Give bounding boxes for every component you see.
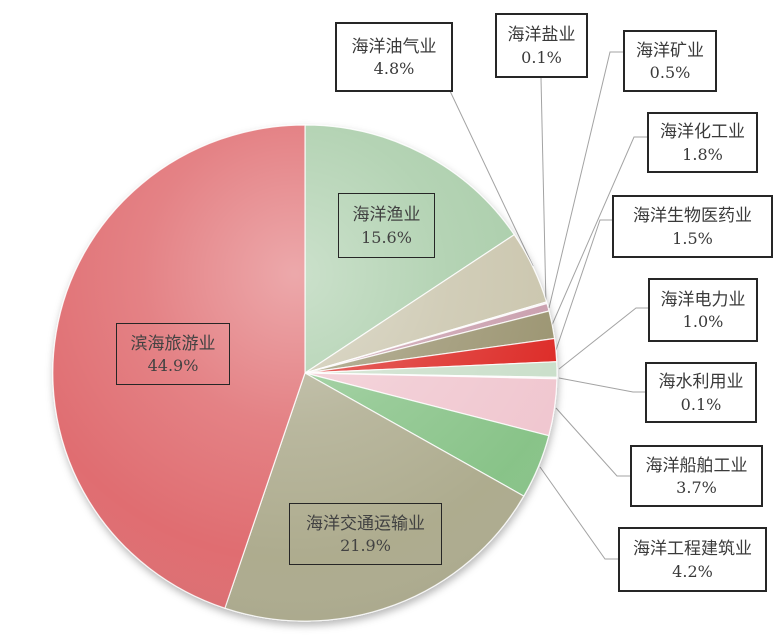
- slice-value: 21.9%: [340, 536, 391, 556]
- slice-value: 0.5%: [649, 63, 691, 83]
- slice-label: 海洋船舶工业: [645, 455, 748, 476]
- slice-value: 1.8%: [682, 144, 723, 164]
- slice-label: 海洋交通运输业: [306, 513, 425, 534]
- leader-line-6: [558, 307, 648, 370]
- slice-label: 海洋工程建筑业: [633, 539, 752, 560]
- callout-offshore-oil-gas: 海洋油气业 4.8%: [335, 22, 453, 92]
- callout-marine-electric-power: 海洋电力业 1.0%: [648, 278, 758, 342]
- slice-value: 4.8%: [373, 59, 415, 79]
- callout-marine-transportation: 海洋交通运输业 21.9%: [289, 503, 442, 565]
- callout-marine-chemical: 海洋化工业 1.8%: [647, 112, 758, 173]
- slice-value: 44.9%: [147, 356, 199, 376]
- callout-marine-fishery: 海洋渔业 15.6%: [338, 193, 435, 258]
- leader-line-9: [539, 466, 618, 560]
- slice-value: 4.2%: [672, 561, 713, 581]
- callout-sea-salt: 海洋盐业 0.1%: [495, 13, 588, 78]
- slice-value: 0.1%: [521, 47, 562, 67]
- slice-label: 海水利用业: [658, 372, 744, 393]
- slice-label: 海洋渔业: [352, 205, 421, 226]
- leader-line-5: [555, 219, 612, 351]
- leader-line-2: [540, 77, 547, 306]
- slice-label: 海洋电力业: [660, 289, 746, 310]
- callout-marine-engineering-construction: 海洋工程建筑业 4.2%: [618, 527, 767, 592]
- leader-line-3: [548, 51, 623, 309]
- leader-lines: [449, 51, 648, 560]
- slice-value: 0.1%: [680, 394, 722, 414]
- callout-marine-mining: 海洋矿业 0.5%: [623, 30, 717, 92]
- slice-value: 15.6%: [361, 227, 412, 247]
- callout-marine-biomedicine: 海洋生物医药业 1.5%: [612, 195, 773, 258]
- slice-value: 1.0%: [682, 312, 724, 332]
- slice-label: 海洋矿业: [636, 40, 704, 61]
- callout-marine-shipbuilding: 海洋船舶工业 3.7%: [630, 445, 763, 507]
- leader-line-1: [449, 90, 534, 267]
- gloss-highlight-overlay: [53, 125, 557, 621]
- slice-label: 滨海旅游业: [130, 333, 216, 354]
- slice-value: 3.7%: [676, 478, 717, 498]
- leader-line-4: [551, 136, 647, 326]
- callout-seawater-utilization: 海水利用业 0.1%: [645, 362, 757, 423]
- leader-line-8: [555, 407, 630, 477]
- slice-label: 海洋生物医药业: [633, 206, 752, 227]
- slice-label: 海洋油气业: [351, 36, 437, 57]
- slice-value: 1.5%: [672, 228, 713, 248]
- slice-label: 海洋化工业: [660, 122, 745, 143]
- callout-coastal-tourism: 滨海旅游业 44.9%: [116, 323, 230, 385]
- slice-label: 海洋盐业: [507, 25, 576, 46]
- leader-line-7: [558, 377, 645, 393]
